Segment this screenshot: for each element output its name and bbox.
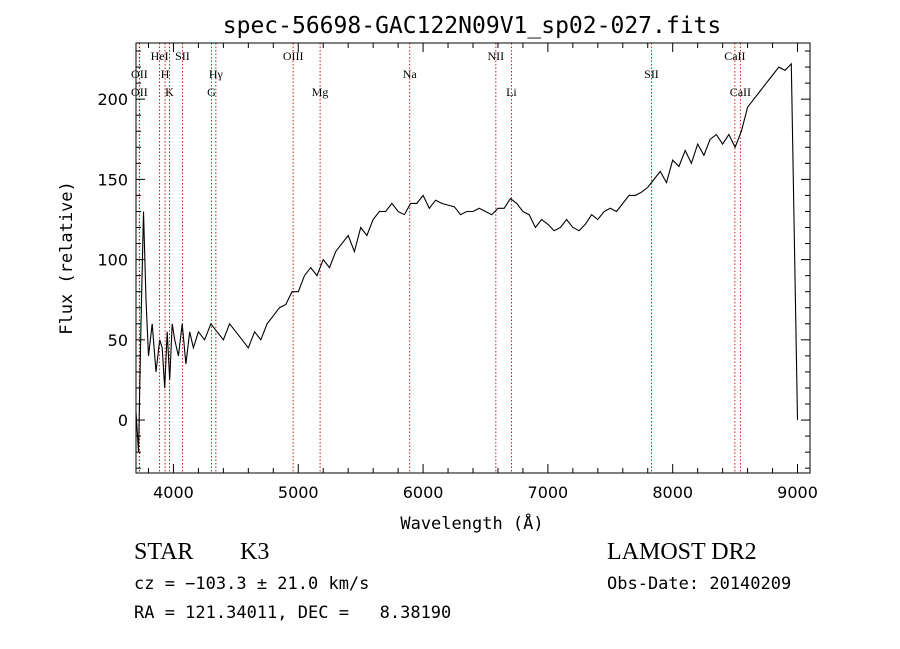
velocity-text: cz = −103.3 ± 21.0 km/s xyxy=(134,574,370,594)
spectral-line-label: HeI xyxy=(151,49,169,63)
spectral-line-label: G xyxy=(207,85,216,99)
x-tick-label: 9000 xyxy=(777,483,818,502)
obs-date-text: Obs-Date: 20140209 xyxy=(607,574,792,594)
spectral-line-label: Hγ xyxy=(209,67,224,81)
y-tick-label: 100 xyxy=(97,251,128,270)
spectral-line-label: Li xyxy=(506,85,517,99)
object-class-label: STAR xyxy=(134,539,194,565)
y-tick-label: 50 xyxy=(108,331,128,350)
y-tick-label: 150 xyxy=(97,170,128,189)
spectral-line-label: K xyxy=(165,85,174,99)
survey-label: LAMOST DR2 xyxy=(607,539,757,565)
spectral-line-label: OII xyxy=(131,67,148,81)
coordinates-text: RA = 121.34011, DEC = 8.38190 xyxy=(134,603,452,623)
y-tick-label: 0 xyxy=(118,411,128,430)
spectral-line-label: Na xyxy=(403,67,418,81)
x-tick-label: 6000 xyxy=(403,483,444,502)
spectral-line-label: OIII xyxy=(283,49,304,63)
plot-frame xyxy=(135,42,811,474)
x-tick-label: 5000 xyxy=(278,483,319,502)
spectral-line-label: CaII xyxy=(730,85,751,99)
spectral-line-label: Mg xyxy=(312,85,329,99)
spectral-line-label: SII xyxy=(644,67,659,81)
spectral-line-label: H xyxy=(161,67,170,81)
x-tick-label: 8000 xyxy=(652,483,693,502)
spectral-line-markers: OIIOIIHeIHKSIIHγGOIIIMgNaNIILiSIICaIICaI… xyxy=(131,43,751,473)
spectral-line-label: OII xyxy=(131,85,148,99)
y-axis-label: Flux (relative) xyxy=(57,181,77,335)
x-axis: 4000 5000 6000 7000 8000 9000 xyxy=(147,43,818,502)
y-axis: 0 50 100 150 200 xyxy=(97,50,810,469)
x-tick-label: 4000 xyxy=(153,483,194,502)
spectrum-line xyxy=(135,62,799,453)
spectral-line-label: NII xyxy=(488,49,505,63)
spectral-line-label: CaII xyxy=(724,49,745,63)
spectral-line-label: SII xyxy=(175,49,190,63)
x-tick-label: 7000 xyxy=(528,483,569,502)
object-subclass-label: K3 xyxy=(240,539,270,565)
x-axis-label: Wavelength (Å) xyxy=(400,512,543,534)
chart-title: spec-56698-GAC122N09V1_sp02-027.fits xyxy=(223,13,722,39)
y-tick-label: 200 xyxy=(97,90,128,109)
